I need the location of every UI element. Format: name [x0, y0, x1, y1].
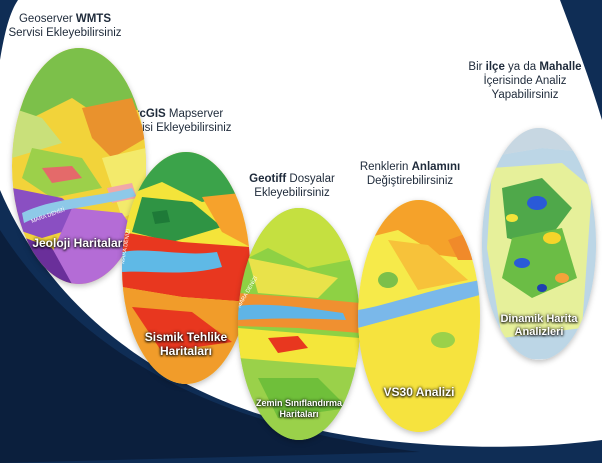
caption-analysis: Bir ilçe ya da Mahalle İçerisinde Analiz… — [468, 61, 582, 101]
dynamic-analysis-label: Dinamik Harita Analizleri — [500, 313, 578, 338]
caption-colors: Renklerin Anlamını Değiştirebilirsiniz — [359, 161, 461, 187]
seismic-label: Sismik Tehlike Haritaları — [144, 330, 228, 358]
soil-map-thumbnail[interactable]: MARA DENİZİ Zemin Sınıflandırma Haritalar… — [238, 208, 360, 440]
dynamic-analysis-map-thumbnail[interactable]: Dinamik Harita Analizleri — [482, 128, 596, 360]
svg-text:MARA DENİZİ: MARA DENİZİ — [122, 228, 132, 264]
caption-arcgis: ArcGIS Mapserver Servisi Ekleyebilirsini… — [118, 108, 232, 134]
seismic-map-thumbnail[interactable]: MARA DENİZİ Sismik Tehlike Haritaları — [122, 152, 250, 384]
vs30-map-thumbnail[interactable]: DERİNCE VS30 Analizi — [358, 200, 480, 432]
seismic-map-image: MARA DENİZİ — [122, 152, 250, 384]
soil-map-image: MARA DENİZİ — [238, 208, 360, 440]
soil-label: Zemin Sınıflandırma Haritaları — [255, 398, 342, 419]
dynamic-analysis-map-image — [482, 128, 596, 360]
vs30-label: VS30 Analizi — [383, 385, 455, 399]
caption-wmts: Geoserver WMTS Servisi Ekleyebilirsiniz — [8, 13, 122, 39]
geology-label: Jeoloji Haritaları — [32, 236, 126, 250]
geology-map-thumbnail[interactable]: MARA DENİZİ Jeoloji Haritaları — [12, 48, 146, 284]
caption-geotiff: Geotiff Dosyalar Ekleyebilirsiniz — [249, 173, 335, 199]
geology-map-image: MARA DENİZİ — [12, 48, 146, 284]
